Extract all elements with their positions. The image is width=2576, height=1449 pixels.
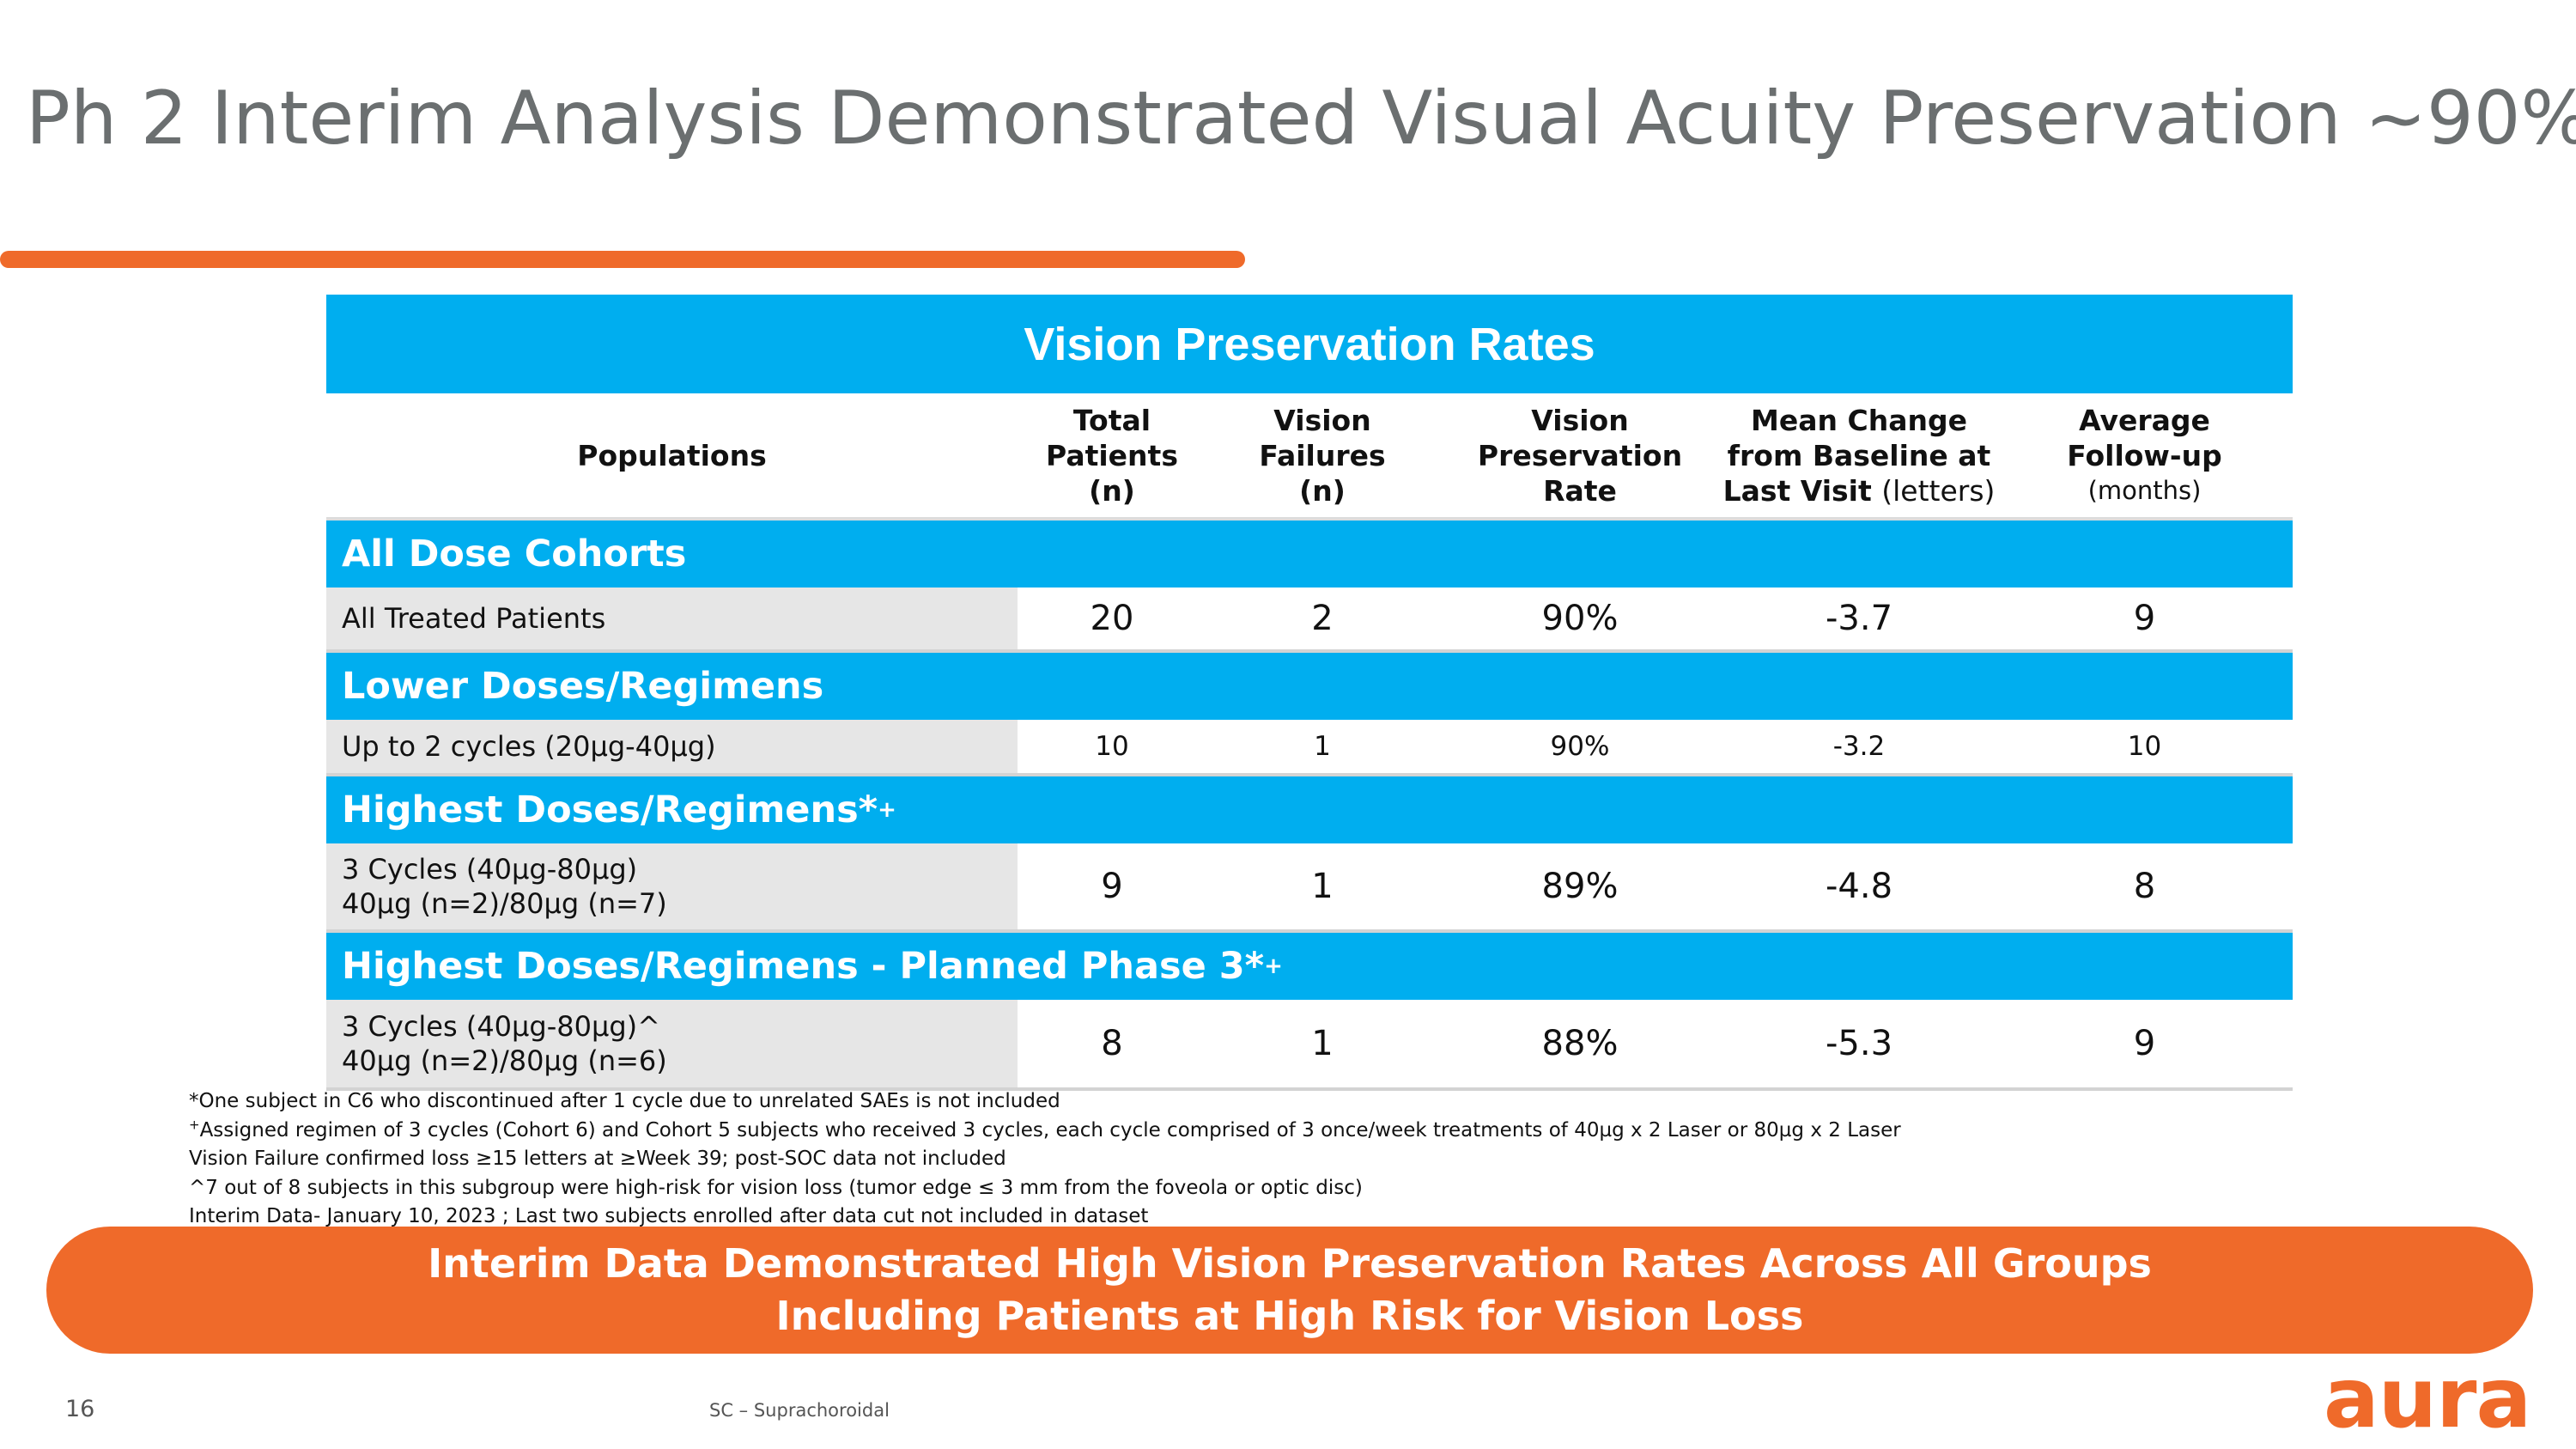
cell-rate: 90%: [1541, 599, 1619, 638]
cell-follow-up: 10: [2127, 731, 2162, 762]
header-text: Mean Change: [1751, 403, 1967, 437]
key-takeaway-callout: Interim Data Demonstrated High Vision Pr…: [46, 1227, 2533, 1354]
header-text: (n): [1299, 473, 1346, 508]
header-text: Rate: [1543, 473, 1617, 508]
table-banner: Vision Preservation Rates: [326, 295, 2293, 393]
cell-failures: 1: [1311, 1024, 1334, 1063]
aura-logo: aura: [2324, 1350, 2531, 1446]
callout-line: Interim Data Demonstrated High Vision Pr…: [428, 1240, 2152, 1287]
footnote: Vision Failure confirmed loss ≥15 letter…: [189, 1148, 1006, 1170]
footnote: *One subject in C6 who discontinued afte…: [189, 1090, 1060, 1112]
header-vision-failures: Vision Failures (n): [1206, 403, 1438, 508]
section-header-lower-doses: Lower Doses/Regimens: [326, 653, 2293, 720]
header-text: Patients: [1046, 438, 1178, 472]
table-header-row: Populations Total Patients (n) Vision Fa…: [326, 393, 2293, 521]
header-average-follow-up: Average Follow-up (months): [1996, 403, 2293, 508]
footnotes: *One subject in C6 who discontinued afte…: [189, 1087, 1901, 1232]
cell-rate: 90%: [1550, 731, 1610, 762]
row-label: 3 Cycles (40µg-80µg) 40µg (n=2)/80µg (n=…: [326, 843, 1018, 929]
table-row: Up to 2 cycles (20µg-40µg) 10 1 90% -3.2…: [326, 720, 2293, 776]
header-text: Vision Failures: [1259, 403, 1386, 472]
section-title: Lower Doses/Regimens: [342, 665, 824, 708]
cell-total: 8: [1101, 1024, 1123, 1063]
title-underline-bar: [0, 251, 1245, 268]
row-label-line: 40µg (n=2)/80µg (n=7): [342, 887, 667, 920]
header-text: from Baseline at: [1727, 438, 1991, 472]
cell-total: 10: [1095, 731, 1129, 762]
footnote: +Assigned regimen of 3 cycles (Cohort 6)…: [189, 1117, 1901, 1146]
footnote: Interim Data- January 10, 2023 ; Last tw…: [189, 1205, 1149, 1227]
row-label-line: All Treated Patients: [342, 602, 606, 635]
section-header-all-dose-cohorts: All Dose Cohorts: [326, 521, 2293, 588]
page-number: 16: [65, 1396, 95, 1422]
footnote: ^7 out of 8 subjects in this subgroup we…: [189, 1176, 1363, 1199]
table-row: 3 Cycles (40µg-80µg)^ 40µg (n=2)/80µg (n…: [326, 1000, 2293, 1091]
cell-rate: 88%: [1541, 1024, 1619, 1063]
header-preservation-rate: Vision Preservation Rate: [1438, 403, 1722, 508]
header-text: Preservation: [1477, 438, 1683, 472]
cell-change: -3.2: [1832, 731, 1886, 762]
cell-follow-up: 9: [2133, 1024, 2156, 1063]
section-title: Highest Doses/Regimens - Planned Phase 3…: [342, 945, 1265, 988]
header-text-unit: (months): [2087, 475, 2202, 505]
cell-rate: 89%: [1541, 867, 1619, 906]
cell-failures: 1: [1311, 867, 1334, 906]
cell-follow-up: 8: [2133, 867, 2156, 906]
header-text: Vision: [1531, 403, 1629, 437]
callout-line: Including Patients at High Risk for Visi…: [775, 1293, 1804, 1339]
section-title: Highest Doses/Regimens*: [342, 788, 878, 831]
section-header-planned-phase-3: Highest Doses/Regimens - Planned Phase 3…: [326, 933, 2293, 1000]
cell-failures: 1: [1314, 731, 1331, 762]
cell-change: -5.3: [1825, 1024, 1893, 1063]
row-label: All Treated Patients: [326, 588, 1018, 649]
cell-follow-up: 9: [2133, 599, 2156, 638]
header-text: Total: [1072, 403, 1151, 437]
section-header-highest-doses: Highest Doses/Regimens* +: [326, 776, 2293, 843]
row-label: 3 Cycles (40µg-80µg)^ 40µg (n=2)/80µg (n…: [326, 1000, 1018, 1087]
row-label: Up to 2 cycles (20µg-40µg): [326, 720, 1018, 773]
slide-title: Ph 2 Interim Analysis Demonstrated Visua…: [26, 76, 2576, 161]
header-text-bold: Last Visit: [1722, 473, 1872, 508]
footnote-text: Assigned regimen of 3 cycles (Cohort 6) …: [199, 1118, 1901, 1142]
header-text: Follow-up: [2067, 438, 2222, 472]
row-label-line: Up to 2 cycles (20µg-40µg): [342, 730, 716, 763]
header-text: Last Visit (letters): [1722, 473, 1996, 508]
header-text-unit: (letters): [1881, 473, 1996, 508]
row-label-line: 3 Cycles (40µg-80µg)^: [342, 1010, 660, 1043]
footnote-marker: +: [189, 1116, 200, 1132]
cell-change: -4.8: [1825, 867, 1893, 906]
cell-change: -3.7: [1825, 599, 1893, 638]
row-label-line: 40µg (n=2)/80µg (n=6): [342, 1044, 667, 1077]
cell-failures: 2: [1311, 599, 1334, 638]
header-text: Average: [2079, 403, 2210, 437]
header-text: (n): [1089, 473, 1135, 508]
header-total-patients: Total Patients (n): [1018, 403, 1206, 508]
footer-abbreviation-note: SC – Suprachoroidal: [709, 1400, 890, 1421]
header-mean-change: Mean Change from Baseline at Last Visit …: [1722, 403, 1996, 508]
table-row: All Treated Patients 20 2 90% -3.7 9: [326, 588, 2293, 653]
row-label-line: 3 Cycles (40µg-80µg): [342, 853, 638, 886]
section-title: All Dose Cohorts: [342, 533, 687, 575]
header-populations: Populations: [577, 438, 767, 472]
cell-total: 20: [1090, 599, 1134, 638]
vision-preservation-table: Vision Preservation Rates Populations To…: [326, 295, 2293, 1091]
cell-total: 9: [1101, 867, 1123, 906]
table-row: 3 Cycles (40µg-80µg) 40µg (n=2)/80µg (n=…: [326, 843, 2293, 933]
